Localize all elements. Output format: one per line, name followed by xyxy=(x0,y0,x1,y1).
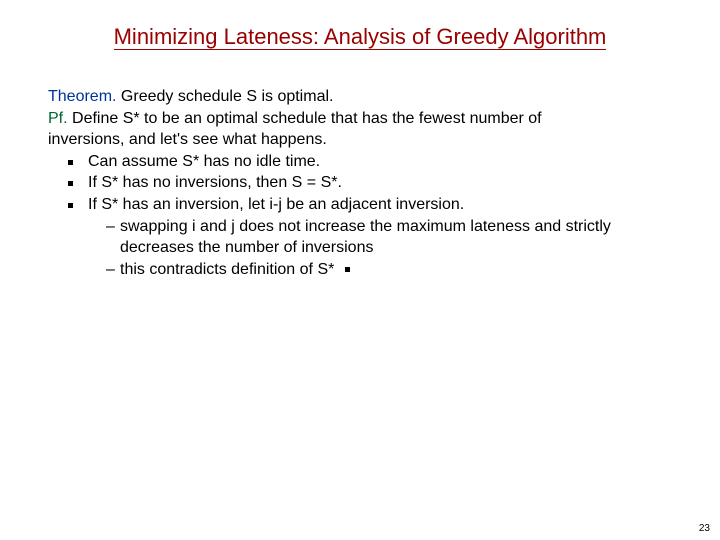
sub-item: swapping i and j does not increase the m… xyxy=(106,216,680,259)
proof-intro-line2: inversions, and let's see what happens. xyxy=(48,129,680,151)
bullet-text: If S* has an inversion, let i-j be an ad… xyxy=(88,196,464,213)
bullet-item: If S* has no inversions, then S = S*. xyxy=(68,172,680,194)
proof-bullets: Can assume S* has no idle time. If S* ha… xyxy=(48,151,680,281)
proof-label: Pf. xyxy=(48,110,68,127)
bullet-text: Can assume S* has no idle time. xyxy=(88,153,320,170)
sub-item: this contradicts definition of S* xyxy=(106,259,680,281)
sub-text: this contradicts definition of S* xyxy=(120,261,339,278)
theorem-label: Theorem. xyxy=(48,88,116,105)
qed-icon xyxy=(345,267,350,272)
slide: Minimizing Lateness: Analysis of Greedy … xyxy=(0,0,720,540)
slide-body: Theorem. Greedy schedule S is optimal. P… xyxy=(48,86,680,280)
slide-title: Minimizing Lateness: Analysis of Greedy … xyxy=(0,24,720,50)
bullet-item: If S* has an inversion, let i-j be an ad… xyxy=(68,194,680,280)
title-text: Minimizing Lateness: Analysis of Greedy … xyxy=(114,24,607,50)
sub-bullets: swapping i and j does not increase the m… xyxy=(88,216,680,281)
bullet-item: Can assume S* has no idle time. xyxy=(68,151,680,173)
page-number: 23 xyxy=(699,523,710,534)
proof-intro-line1: Pf. Define S* to be an optimal schedule … xyxy=(48,108,680,130)
theorem-line: Theorem. Greedy schedule S is optimal. xyxy=(48,86,680,108)
bullet-text: If S* has no inversions, then S = S*. xyxy=(88,174,342,191)
sub-text: swapping i and j does not increase the m… xyxy=(120,218,611,257)
proof-intro1: Define S* to be an optimal schedule that… xyxy=(68,110,542,127)
theorem-text: Greedy schedule S is optimal. xyxy=(116,88,333,105)
